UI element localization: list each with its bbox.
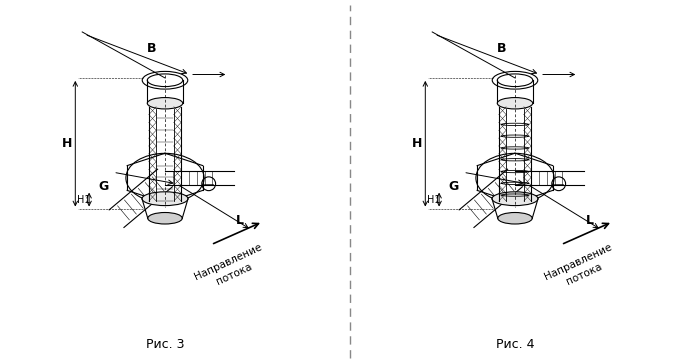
Ellipse shape bbox=[147, 98, 183, 109]
Text: H: H bbox=[62, 137, 72, 150]
Text: Рис. 3: Рис. 3 bbox=[146, 339, 184, 351]
Text: Рис. 4: Рис. 4 bbox=[496, 339, 534, 351]
Text: Направление
потока: Направление потока bbox=[193, 242, 269, 294]
Text: H1: H1 bbox=[426, 195, 440, 205]
Text: H1: H1 bbox=[76, 195, 90, 205]
Ellipse shape bbox=[498, 212, 532, 224]
Text: L: L bbox=[586, 214, 594, 227]
Text: L: L bbox=[236, 214, 244, 227]
Text: B: B bbox=[496, 41, 506, 54]
Ellipse shape bbox=[148, 212, 182, 224]
Ellipse shape bbox=[497, 98, 533, 109]
Text: Направление
потока: Направление потока bbox=[543, 242, 619, 294]
Text: B: B bbox=[146, 41, 156, 54]
Text: H: H bbox=[412, 137, 422, 150]
Ellipse shape bbox=[492, 192, 538, 205]
Text: G: G bbox=[98, 180, 108, 193]
Ellipse shape bbox=[142, 192, 188, 205]
Text: G: G bbox=[448, 180, 458, 193]
